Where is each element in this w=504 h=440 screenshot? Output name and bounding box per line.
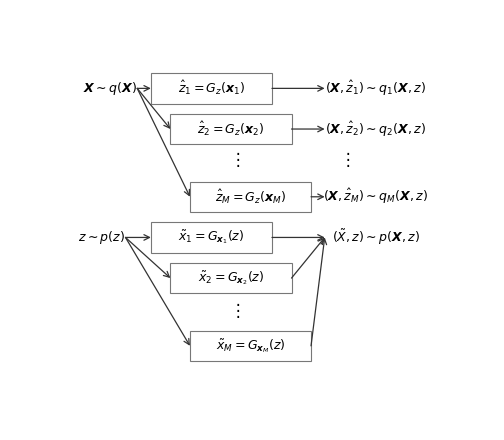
Text: $\hat{z}_1 = G_{z}(\boldsymbol{x}_1)$: $\hat{z}_1 = G_{z}(\boldsymbol{x}_1)$ — [178, 79, 245, 97]
FancyBboxPatch shape — [190, 330, 311, 361]
Text: $\vdots$: $\vdots$ — [339, 150, 350, 169]
Text: $\tilde{x}_2 = G_{\boldsymbol{x}_2}(z)$: $\tilde{x}_2 = G_{\boldsymbol{x}_2}(z)$ — [198, 269, 264, 287]
FancyBboxPatch shape — [151, 73, 272, 103]
Text: $\tilde{x}_1 = G_{\boldsymbol{x}_1}(z)$: $\tilde{x}_1 = G_{\boldsymbol{x}_1}(z)$ — [178, 228, 244, 246]
Text: $\boldsymbol{X} \sim q(\boldsymbol{X})$: $\boldsymbol{X} \sim q(\boldsymbol{X})$ — [83, 80, 137, 97]
Text: $(\boldsymbol{X}, \hat{z}_1) \sim q_1(\boldsymbol{X}, z)$: $(\boldsymbol{X}, \hat{z}_1) \sim q_1(\b… — [325, 79, 426, 98]
FancyBboxPatch shape — [151, 222, 272, 253]
Text: $\hat{z}_M = G_{z}(\boldsymbol{x}_M)$: $\hat{z}_M = G_{z}(\boldsymbol{x}_M)$ — [215, 188, 286, 206]
Text: $\vdots$: $\vdots$ — [229, 301, 240, 320]
Text: $\tilde{x}_M = G_{\boldsymbol{x}_M}(z)$: $\tilde{x}_M = G_{\boldsymbol{x}_M}(z)$ — [216, 337, 285, 355]
FancyBboxPatch shape — [170, 263, 291, 293]
Text: $(\tilde{X}, z) \sim p(\boldsymbol{X}, z)$: $(\tilde{X}, z) \sim p(\boldsymbol{X}, z… — [332, 228, 419, 247]
Text: $z \sim p(z)$: $z \sim p(z)$ — [79, 229, 125, 246]
Text: $\hat{z}_2 = G_{z}(\boldsymbol{x}_2)$: $\hat{z}_2 = G_{z}(\boldsymbol{x}_2)$ — [197, 120, 265, 138]
Text: $(\boldsymbol{X}, \hat{z}_M) \sim q_M(\boldsymbol{X}, z)$: $(\boldsymbol{X}, \hat{z}_M) \sim q_M(\b… — [323, 187, 428, 206]
Text: $\vdots$: $\vdots$ — [229, 150, 240, 169]
FancyBboxPatch shape — [190, 182, 311, 212]
Text: $(\boldsymbol{X}, \hat{z}_2) \sim q_2(\boldsymbol{X}, z)$: $(\boldsymbol{X}, \hat{z}_2) \sim q_2(\b… — [325, 120, 426, 139]
FancyBboxPatch shape — [170, 114, 291, 144]
